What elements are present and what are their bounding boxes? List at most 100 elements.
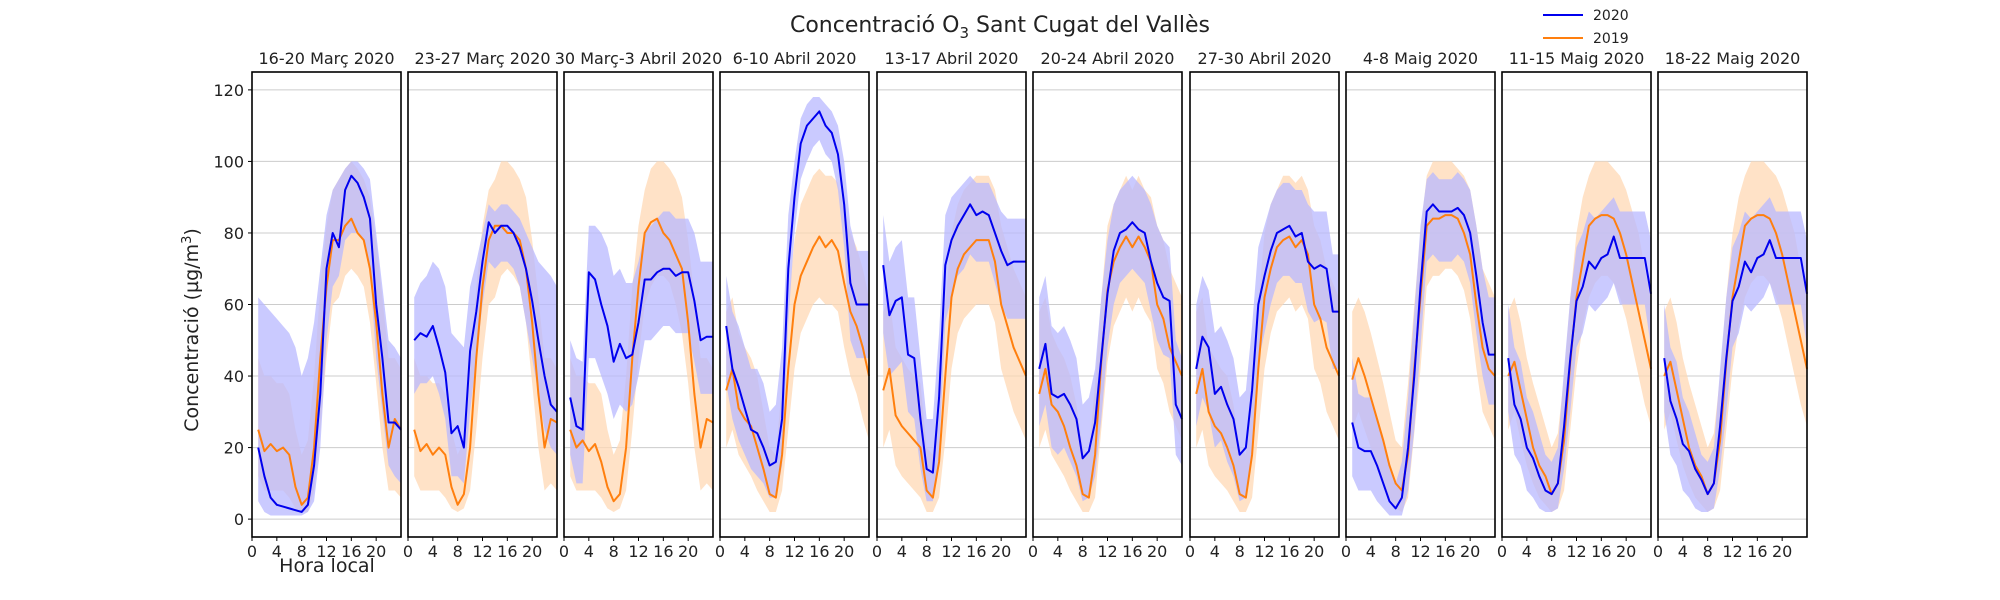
x-tick-label: 16: [497, 542, 517, 561]
x-tick-label: 12: [472, 542, 492, 561]
x-axis-label: Hora local: [279, 555, 375, 577]
x-tick-label: 20: [366, 542, 386, 561]
y-tick-label: 40: [224, 367, 244, 386]
x-tick-label: 0: [403, 542, 413, 561]
x-tick-label: 0: [247, 542, 257, 561]
x-tick-label: 20: [1460, 542, 1480, 561]
series-line-2019: [882, 239, 1027, 499]
series-line-2020: [1507, 235, 1652, 496]
x-tick-label: 8: [922, 542, 932, 561]
x-tick-label: 20: [1616, 542, 1636, 561]
chart-title-prefix: Concentració O: [790, 13, 959, 38]
x-tick-label: 4: [272, 542, 282, 561]
x-tick-label: 0: [1185, 542, 1195, 561]
legend-label-2019: 2019: [1593, 31, 1629, 47]
series-line-2019: [1351, 214, 1496, 492]
x-tick-label: 12: [784, 542, 804, 561]
y-tick-label: 60: [224, 296, 244, 315]
chart-title: Concentració O3 Sant Cugat del Vallès: [790, 13, 1210, 42]
panel-title: 6-10 Abril 2020: [733, 49, 857, 68]
series-line-2019: [257, 217, 402, 506]
band-2020: [883, 175, 1026, 502]
panel-4: 0 4 8 12 16 20 6-10 Abril 2020: [715, 49, 870, 561]
panel-8: 0 4 8 12 16 20 4-8 Maig 2020: [1341, 49, 1496, 561]
x-tick-label: 4: [897, 542, 907, 561]
series-line-2020: [1351, 203, 1495, 510]
chart-title-subscript: 3: [959, 24, 969, 42]
panel-5: 0 4 8 12 16 20 13-17 Abril 2020: [872, 49, 1027, 561]
panel-title: 20-24 Abril 2020: [1041, 49, 1175, 68]
x-tick-label: 0: [715, 542, 725, 561]
legend: 2020 2019: [1543, 8, 1629, 47]
x-tick-label: 4: [1522, 542, 1532, 561]
panel-title: 11-15 Maig 2020: [1509, 49, 1645, 68]
x-tick-label: 16: [1747, 542, 1767, 561]
y-tick-label: 100: [213, 152, 244, 171]
x-tick-label: 0: [1028, 542, 1038, 561]
panel-title: 16-20 Març 2020: [258, 49, 394, 68]
x-tick-label: 4: [428, 542, 438, 561]
x-tick-label: 12: [316, 542, 336, 561]
y-axis-label-prefix: Concentració (µg/m: [181, 244, 203, 432]
x-tick-label: 8: [453, 542, 463, 561]
band-2020: [1039, 175, 1182, 502]
series-line-2020: [413, 221, 558, 449]
panel-title: 4-8 Maig 2020: [1363, 49, 1478, 68]
y-tick-label: 120: [213, 81, 244, 100]
x-tick-label: 8: [1391, 542, 1401, 561]
band-2020: [570, 211, 713, 484]
x-tick-label: 8: [1703, 542, 1713, 561]
x-tick-label: 4: [584, 542, 594, 561]
x-tick-label: 16: [809, 542, 829, 561]
x-tick-label: 0: [559, 542, 569, 561]
legend-label-2020: 2020: [1593, 8, 1629, 24]
panel-6: 0 4 8 12 16 20 20-24 Abril 2020: [1028, 49, 1183, 561]
x-tick-label: 20: [834, 542, 854, 561]
x-tick-label: 4: [1366, 542, 1376, 561]
x-tick-label: 4: [740, 542, 750, 561]
panel-7: 0 4 8 12 16 20 27-30 Abril 2020: [1185, 49, 1340, 561]
y-axis-label: Concentració (µg/m3): [180, 228, 203, 432]
x-tick-label: 12: [1410, 542, 1430, 561]
x-tick-label: 16: [1279, 542, 1299, 561]
x-tick-label: 16: [1591, 542, 1611, 561]
band-2020: [726, 97, 869, 498]
x-tick-label: 8: [1235, 542, 1245, 561]
x-tick-label: 4: [1678, 542, 1688, 561]
x-tick-label: 16: [341, 542, 361, 561]
x-tick-label: 8: [1078, 542, 1088, 561]
x-tick-label: 8: [765, 542, 775, 561]
panel-title: 23-27 Març 2020: [414, 49, 550, 68]
x-tick-label: 16: [1435, 542, 1455, 561]
band-2020: [258, 161, 401, 516]
band-2020: [1196, 182, 1339, 502]
x-tick-label: 8: [609, 542, 619, 561]
x-tick-label: 20: [1147, 542, 1167, 561]
x-tick-label: 0: [1497, 542, 1507, 561]
series-line-2020: [569, 267, 713, 431]
x-tick-label: 20: [678, 542, 698, 561]
x-tick-label: 16: [653, 542, 673, 561]
x-tick-label: 4: [1210, 542, 1220, 561]
x-tick-label: 20: [991, 542, 1011, 561]
x-tick-label: 12: [1566, 542, 1586, 561]
series-line-2020: [1038, 221, 1183, 460]
series-line-2019: [1507, 214, 1652, 496]
x-tick-label: 20: [522, 542, 542, 561]
x-tick-label: 8: [1547, 542, 1557, 561]
series-line-2019: [1195, 235, 1340, 499]
y-tick-label: 0: [234, 510, 244, 529]
x-tick-label: 20: [1772, 542, 1792, 561]
y-axis-label-superscript: 3: [180, 236, 195, 244]
series-line-2020: [1663, 239, 1808, 496]
band-2020: [1664, 197, 1807, 512]
panel-9: 0 4 8 12 16 20 11-15 Maig 2020: [1497, 49, 1652, 561]
x-tick-label: 12: [628, 542, 648, 561]
band-2020: [1508, 197, 1651, 512]
panel-10: 0 4 8 12 16 20 18-22 Maig 2020: [1653, 49, 1808, 561]
x-tick-label: 16: [966, 542, 986, 561]
